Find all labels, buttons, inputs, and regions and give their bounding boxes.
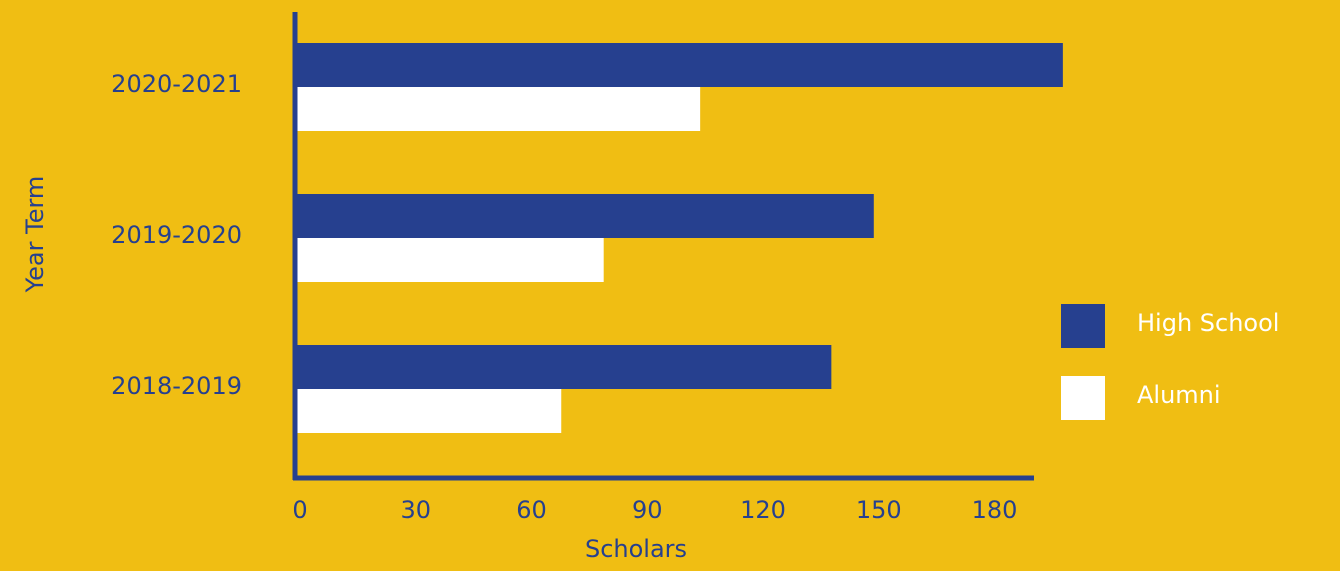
y-tick-label: 2019-2020: [111, 221, 242, 249]
bar: [295, 194, 874, 238]
x-tick-label: 120: [740, 496, 786, 524]
legend-label: Alumni: [1137, 381, 1221, 409]
bar: [295, 87, 701, 131]
x-tick-label: 60: [516, 496, 547, 524]
legend-swatch: [1061, 304, 1105, 348]
x-tick-label: 30: [400, 496, 431, 524]
x-axis-label: Scholars: [585, 535, 687, 563]
x-tick-label: 180: [972, 496, 1018, 524]
bar: [295, 389, 562, 433]
y-tick-label: 2018-2019: [111, 372, 242, 400]
y-axis-label: Year Term: [21, 176, 49, 294]
y-tick-label: 2020-2021: [111, 70, 242, 98]
bar: [295, 345, 832, 389]
legend-label: High School: [1137, 309, 1279, 337]
x-tick-label: 90: [632, 496, 663, 524]
legend-swatch: [1061, 376, 1105, 420]
x-tick-label: 150: [856, 496, 902, 524]
x-tick-label: 0: [292, 496, 307, 524]
bar: [295, 43, 1063, 87]
bar: [295, 238, 604, 282]
